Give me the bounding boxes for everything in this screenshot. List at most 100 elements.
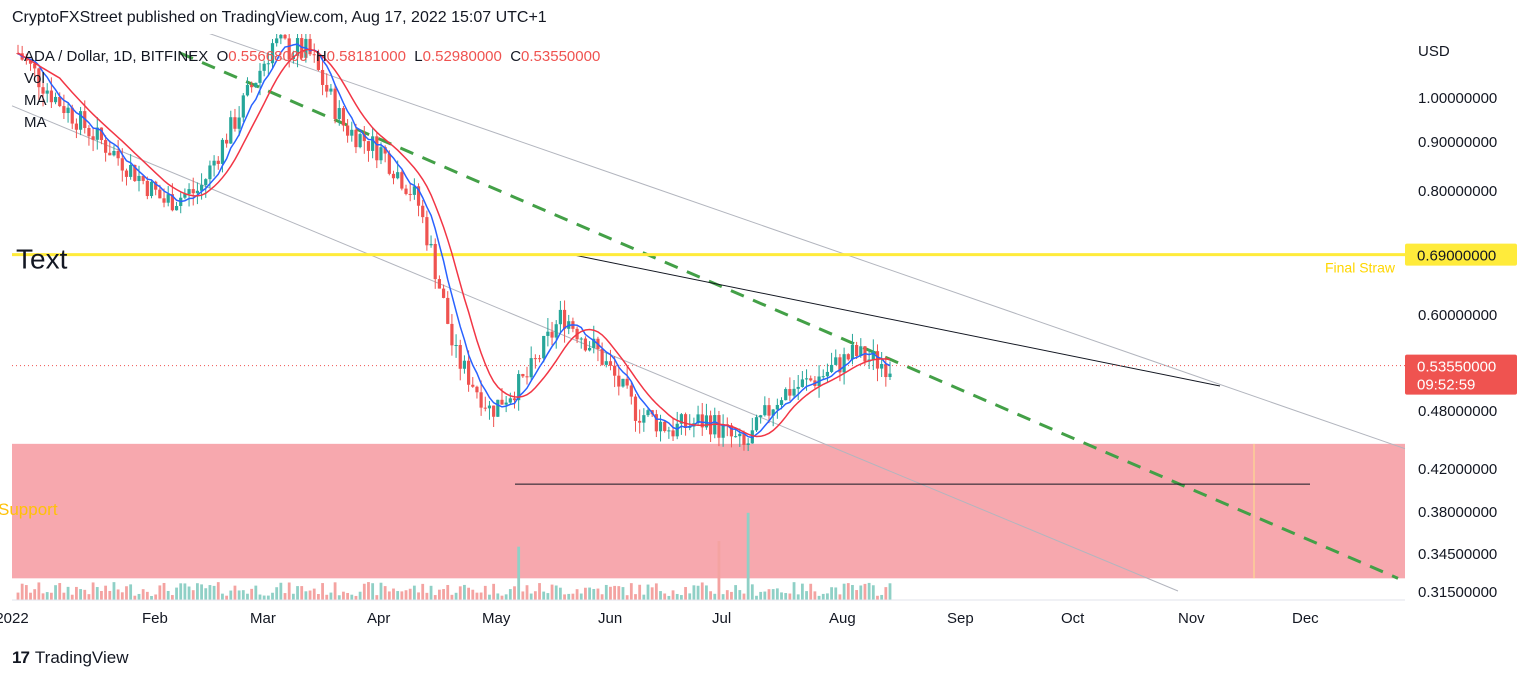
candle-body	[617, 375, 621, 387]
candle-body	[91, 136, 95, 140]
candle	[717, 410, 721, 447]
volume-bar	[525, 585, 529, 600]
candle-body	[546, 331, 550, 336]
candle	[325, 73, 329, 98]
candle	[53, 92, 58, 105]
chart-area[interactable]: Support Final Straw Text USD 1.00000000 0.900…	[0, 34, 1536, 634]
indicator-vol[interactable]: Vol	[24, 70, 45, 87]
volume-bar	[567, 593, 571, 600]
volume-bar	[246, 593, 249, 600]
candle-body	[454, 345, 458, 347]
candle	[329, 83, 333, 95]
volume-bar	[112, 582, 116, 600]
candle-body	[333, 88, 337, 119]
candle	[104, 135, 108, 162]
candle	[408, 183, 412, 202]
candle	[254, 82, 258, 89]
candle-body	[483, 407, 487, 409]
volume-bar	[826, 593, 829, 600]
candle-body	[166, 194, 170, 203]
volume-bar	[291, 593, 295, 600]
candle-body	[229, 117, 233, 144]
candle	[24, 53, 28, 65]
candle-body	[391, 173, 396, 179]
low-label: L	[414, 48, 423, 65]
candle	[508, 392, 512, 404]
volume-bar	[166, 590, 170, 600]
volume-bar	[734, 585, 738, 600]
candle	[237, 106, 241, 137]
ma-fast-line	[17, 43, 891, 439]
volume-bar	[362, 583, 366, 600]
candle-body	[379, 147, 383, 161]
volume-bar	[775, 588, 779, 600]
symbol-row[interactable]: ADA / Dollar, 1D, BITFINEX O0.55668000 H…	[24, 46, 600, 68]
candle-body	[721, 424, 725, 438]
candle-body	[66, 107, 70, 114]
volume-bar	[408, 588, 412, 600]
volume-bar	[350, 594, 354, 600]
volume-bar	[500, 595, 504, 600]
volume-bar	[521, 591, 525, 600]
candle-body	[450, 323, 454, 346]
candle-body	[496, 399, 500, 417]
candle-body	[796, 386, 800, 389]
candle-body	[763, 405, 767, 416]
candle	[350, 121, 354, 142]
candle-body	[308, 38, 312, 55]
volume-bar	[196, 583, 199, 600]
tradingview-footer[interactable]: 17 TradingView	[12, 648, 128, 668]
candle	[537, 354, 542, 363]
volume-bar	[337, 595, 341, 600]
candle	[446, 291, 450, 325]
candle	[700, 403, 704, 436]
low-value: 0.52980000	[422, 48, 502, 65]
high-label: H	[315, 48, 327, 65]
candle	[859, 338, 863, 358]
volume-bar	[404, 590, 408, 600]
volume-bar	[342, 591, 345, 600]
candle-body	[74, 123, 79, 130]
candle-body	[70, 107, 74, 124]
candle-body	[613, 365, 617, 376]
volume-bar	[221, 593, 224, 600]
candle-body	[120, 158, 124, 171]
volume-bar	[554, 585, 558, 600]
tradingview-logo-icon: 17	[12, 648, 30, 667]
candle-body	[279, 34, 283, 39]
volume-bar	[258, 594, 262, 600]
volume-bar	[721, 594, 725, 600]
volume-bar	[400, 591, 404, 600]
candle	[834, 349, 838, 366]
candle-body	[258, 70, 262, 83]
volume-bar	[125, 586, 128, 600]
candle	[663, 420, 667, 433]
volume-bar	[579, 593, 583, 600]
x-tick-label: Mar	[250, 610, 276, 627]
candle-body	[183, 193, 187, 198]
price-chart[interactable]: Support Final Straw Text USD 1.00000000 0.900…	[0, 34, 1536, 634]
support-zone	[12, 443, 1405, 579]
candle-body	[208, 165, 212, 180]
candle-body	[104, 140, 108, 153]
volume-bar	[709, 591, 712, 600]
candle-body	[742, 433, 746, 445]
candle	[608, 349, 613, 371]
final-straw-price-text: 0.69000000	[1417, 248, 1496, 265]
candle-body	[99, 127, 104, 141]
volume-bar	[250, 588, 254, 600]
candle-body	[216, 160, 220, 164]
candle	[337, 100, 341, 126]
indicator-ma-1[interactable]: MA	[24, 92, 47, 109]
candle-body	[880, 363, 884, 369]
candle-body	[49, 90, 53, 103]
volume-bar	[204, 588, 208, 600]
candle-body	[592, 338, 596, 348]
x-tick-label: Jun	[598, 610, 622, 627]
candle-body	[529, 358, 533, 378]
candle	[333, 83, 337, 124]
volume-bar	[37, 582, 41, 600]
volume-bar	[646, 584, 650, 600]
indicator-ma-2[interactable]: MA	[24, 114, 47, 131]
candle-body	[654, 414, 658, 432]
